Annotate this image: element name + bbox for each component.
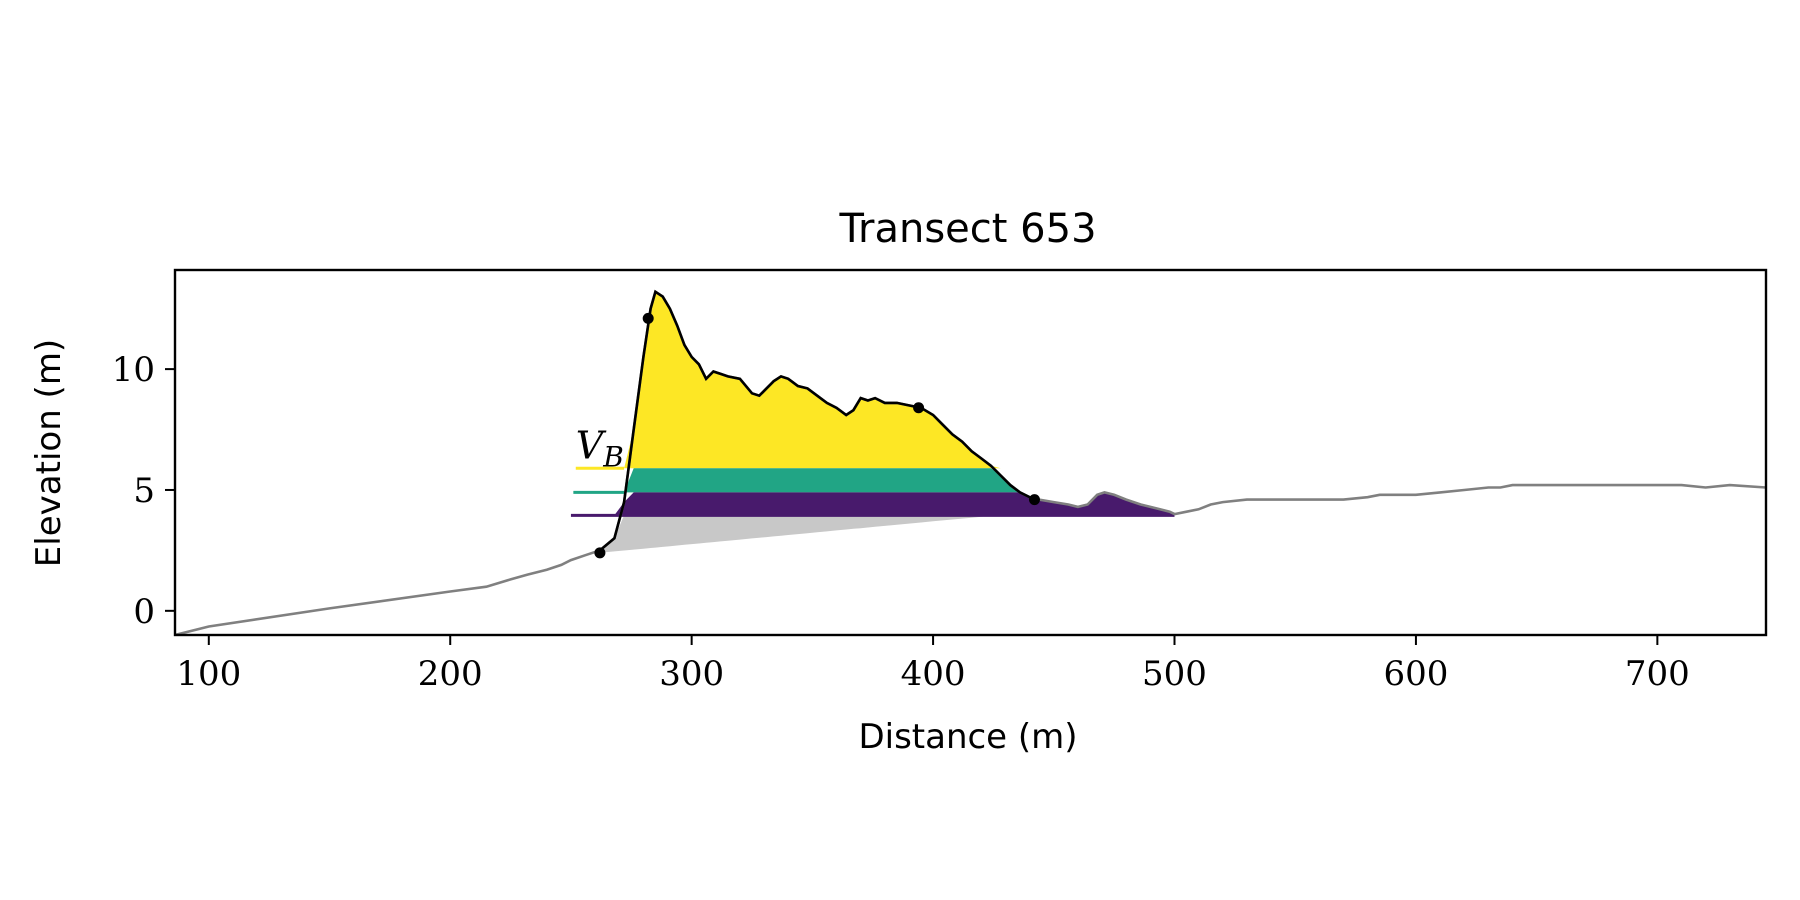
x-tick-label: 700 [1625, 654, 1690, 694]
x-tick-label: 100 [176, 654, 241, 694]
profile-marker [1028, 494, 1040, 506]
volume-annotation: VB [576, 424, 624, 474]
x-axis-label: Distance (m) [858, 717, 1077, 757]
plot-area [175, 289, 1766, 635]
y-tick-label: 5 [133, 471, 155, 511]
x-tick-label: 500 [1142, 654, 1207, 694]
profile-marker [594, 547, 606, 559]
y-axis-label: Elevation (m) [29, 339, 69, 567]
layer-middle [599, 468, 1035, 493]
layer-top [599, 291, 1035, 469]
x-tick-label: 300 [659, 654, 724, 694]
profile-marker [642, 312, 654, 324]
plot-frame [173, 268, 1768, 637]
x-axis: 100 200 300 400 500 600 700 [176, 635, 1690, 694]
y-axis: 0 5 10 [112, 350, 175, 632]
x-tick-label: 200 [418, 654, 483, 694]
y-tick-label: 0 [133, 592, 155, 632]
base-volume [599, 511, 1035, 553]
chart-title: Transect 653 [838, 206, 1096, 252]
x-tick-label: 400 [901, 654, 966, 694]
dune-profile-line [599, 289, 1035, 552]
x-tick-label: 600 [1383, 654, 1448, 694]
profile-marker [913, 402, 925, 414]
y-tick-label: 10 [112, 350, 155, 390]
